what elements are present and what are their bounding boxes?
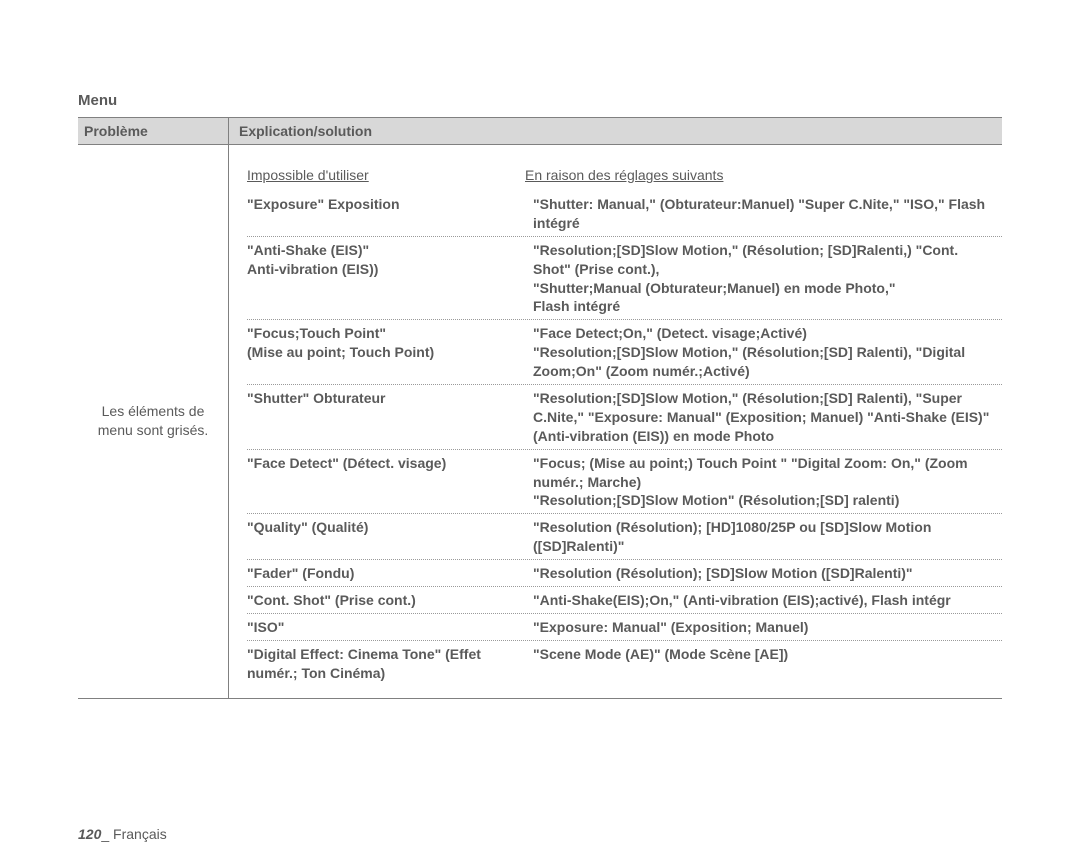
inner-cell-reason: "Scene Mode (AE)" (Mode Scène [AE]) [533, 645, 1002, 683]
page-footer: 120_ Français [78, 826, 167, 842]
inner-row: "Cont. Shot" (Prise cont.) "Anti-Shake(E… [247, 587, 1002, 614]
inner-cell-reason: "Shutter: Manual," (Obturateur:Manuel) "… [533, 195, 1002, 233]
inner-row: "Face Detect" (Détect. visage) "Focus; (… [247, 450, 1002, 515]
section-title: Menu [78, 92, 1002, 109]
header-cell-explanation: Explication/solution [228, 118, 1002, 144]
inner-row: "Exposure" Exposition "Shutter: Manual,"… [247, 191, 1002, 237]
inner-cell-feature: "ISO" [247, 618, 533, 637]
inner-cell-feature: "Face Detect" (Détect. visage) [247, 454, 533, 511]
inner-row: "ISO" "Exposure: Manual" (Exposition; Ma… [247, 614, 1002, 641]
page: Menu Problème Explication/solution Les é… [0, 0, 1080, 868]
page-number: 120 [78, 826, 101, 842]
inner-cell-feature: "Focus;Touch Point"(Mise au point; Touch… [247, 324, 533, 381]
inner-row: "Quality" (Qualité) "Resolution (Résolut… [247, 514, 1002, 560]
inner-cell-feature: "Fader" (Fondu) [247, 564, 533, 583]
inner-cell-feature: "Shutter" Obturateur [247, 389, 533, 446]
footer-lang: Français [109, 826, 167, 842]
inner-table: Impossible d'utiliser En raison des régl… [247, 167, 1002, 686]
inner-head-col1: Impossible d'utiliser [247, 167, 525, 183]
inner-row: "Digital Effect: Cinema Tone" (Effet num… [247, 641, 1002, 686]
inner-cell-reason: "Focus; (Mise au point;) Touch Point " "… [533, 454, 1002, 511]
inner-cell-reason: "Resolution (Résolution); [SD]Slow Motio… [533, 564, 1002, 583]
inner-cell-reason: "Exposure: Manual" (Exposition; Manuel) [533, 618, 1002, 637]
inner-row: "Fader" (Fondu) "Resolution (Résolution)… [247, 560, 1002, 587]
inner-cell-reason: "Resolution (Résolution); [HD]1080/25P o… [533, 518, 1002, 556]
inner-cell-feature: "Digital Effect: Cinema Tone" (Effet num… [247, 645, 533, 683]
header-cell-problem: Problème [78, 118, 228, 144]
table-header-row: Problème Explication/solution [78, 117, 1002, 145]
inner-head-col2: En raison des réglages suivants [525, 167, 1002, 183]
inner-cell-reason: "Resolution;[SD]Slow Motion," (Résolutio… [533, 241, 1002, 317]
inner-cell-reason: "Face Detect;On," (Detect. visage;Activé… [533, 324, 1002, 381]
inner-row: "Shutter" Obturateur "Resolution;[SD]Slo… [247, 385, 1002, 450]
inner-cell-feature: "Exposure" Exposition [247, 195, 533, 233]
problem-cell: Les éléments de menu sont grisés. [78, 145, 228, 698]
explanation-cell: Impossible d'utiliser En raison des régl… [228, 145, 1002, 698]
inner-row: "Anti-Shake (EIS)"Anti-vibration (EIS)) … [247, 237, 1002, 321]
inner-cell-feature: "Quality" (Qualité) [247, 518, 533, 556]
inner-cell-feature: "Anti-Shake (EIS)"Anti-vibration (EIS)) [247, 241, 533, 317]
inner-cell-feature: "Cont. Shot" (Prise cont.) [247, 591, 533, 610]
inner-cell-reason: "Resolution;[SD]Slow Motion," (Résolutio… [533, 389, 1002, 446]
footer-sep: _ [101, 826, 109, 842]
inner-cell-reason: "Anti-Shake(EIS);On," (Anti-vibration (E… [533, 591, 1002, 610]
table-body-row: Les éléments de menu sont grisés. Imposs… [78, 145, 1002, 699]
inner-table-head: Impossible d'utiliser En raison des régl… [247, 167, 1002, 183]
inner-row: "Focus;Touch Point"(Mise au point; Touch… [247, 320, 1002, 385]
